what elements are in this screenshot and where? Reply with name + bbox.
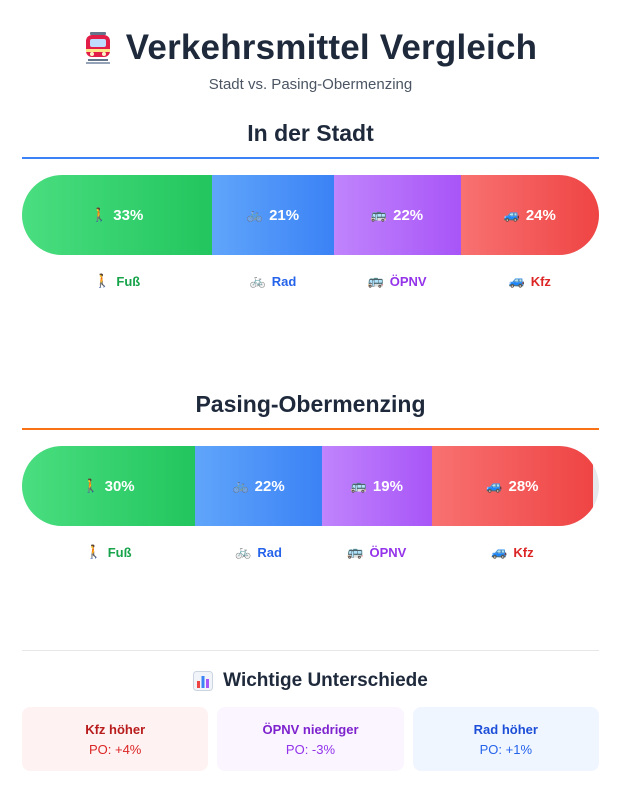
section-stadt: In der Stadt 🚶 33% 🚲 21% 🚌 22% 🚙 24% 🚶 bbox=[22, 120, 599, 289]
walking-person-icon: 🚶 bbox=[82, 478, 99, 493]
differences-cards: Kfz höher PO: +4% ÖPNV niedriger PO: -3%… bbox=[22, 707, 599, 771]
card-title: Kfz höher bbox=[85, 721, 146, 737]
bar-segment-rad: 🚲 21% bbox=[212, 175, 334, 255]
bar-segment-kfz: 🚙 24% bbox=[460, 175, 599, 255]
car-icon: 🚙 bbox=[508, 273, 525, 288]
car-icon: 🚙 bbox=[503, 207, 520, 222]
bicycle-icon: 🚲 bbox=[249, 273, 266, 288]
bicycle-icon: 🚲 bbox=[235, 544, 252, 559]
difference-card-kfz: Kfz höher PO: +4% bbox=[22, 707, 209, 771]
car-icon: 🚙 bbox=[486, 478, 503, 493]
page-subtitle: Stadt vs. Pasing-Obermenzing bbox=[208, 76, 413, 93]
legend-item-fuss: 🚶 Fuß bbox=[22, 544, 195, 560]
divider bbox=[22, 650, 599, 651]
differences-title: Wichtige Unterschiede bbox=[223, 670, 428, 691]
legend-label: Rad bbox=[271, 273, 297, 289]
card-value: PO: -3% bbox=[285, 741, 336, 757]
legend-item-kfz: 🚙 Kfz bbox=[461, 273, 599, 289]
segment-value: 28% bbox=[508, 477, 539, 495]
card-title: Rad höher bbox=[473, 721, 538, 737]
walking-person-icon: 🚶 bbox=[85, 544, 102, 559]
legend-label: ÖPNV bbox=[369, 544, 407, 560]
segment-value: 21% bbox=[269, 206, 300, 224]
bus-icon: 🚌 bbox=[347, 544, 364, 559]
bar-segment-rad: 🚲 22% bbox=[195, 446, 323, 526]
walking-person-icon: 🚶 bbox=[91, 207, 108, 222]
legend-item-rad: 🚲 Rad bbox=[212, 273, 333, 289]
title-row: Verkehrsmittel Vergleich bbox=[22, 28, 599, 68]
difference-card-oepnv: ÖPNV niedriger PO: -3% bbox=[217, 707, 404, 771]
legend-label: Fuß bbox=[107, 544, 132, 560]
legend: 🚶 Fuß 🚲 Rad 🚌 ÖPNV 🚙 Kfz bbox=[22, 544, 599, 560]
segment-value: 30% bbox=[104, 477, 135, 495]
segment-value: 22% bbox=[393, 206, 424, 224]
share-bar: 🚶 33% 🚲 21% 🚌 22% 🚙 24% bbox=[22, 175, 599, 255]
segment-value: 19% bbox=[372, 477, 403, 495]
tram-icon bbox=[84, 32, 112, 64]
legend-label: ÖPNV bbox=[389, 273, 427, 289]
bar-segment-fuss: 🚶 33% bbox=[22, 175, 213, 255]
card-title: ÖPNV niedriger bbox=[262, 721, 359, 737]
bicycle-icon: 🚲 bbox=[232, 478, 249, 493]
section-pasing-obermenzing: Pasing-Obermenzing 🚶 30% 🚲 22% 🚌 19% 🚙 2… bbox=[22, 391, 599, 560]
car-icon: 🚙 bbox=[491, 544, 508, 559]
bar-segment-kfz: 🚙 28% bbox=[431, 446, 594, 526]
legend-item-rad: 🚲 Rad bbox=[195, 544, 322, 560]
bicycle-icon: 🚲 bbox=[246, 207, 264, 222]
header: Verkehrsmittel Vergleich Stadt vs. Pasin… bbox=[22, 0, 599, 93]
section-title: Pasing-Obermenzing bbox=[22, 391, 599, 430]
bar-segment-fuss: 🚶 30% bbox=[22, 446, 196, 526]
legend-item-oepnv: 🚌 ÖPNV bbox=[322, 544, 432, 560]
segment-value: 33% bbox=[113, 206, 144, 224]
share-bar: 🚶 30% 🚲 22% 🚌 19% 🚙 28% bbox=[22, 446, 599, 526]
bus-icon: 🚌 bbox=[367, 273, 384, 288]
difference-card-rad: Rad höher PO: +1% bbox=[412, 707, 599, 771]
page-title: Verkehrsmittel Vergleich bbox=[125, 28, 538, 67]
legend: 🚶 Fuß 🚲 Rad 🚌 ÖPNV 🚙 Kfz bbox=[22, 273, 599, 289]
legend-label: Kfz bbox=[530, 273, 551, 289]
segment-value: 24% bbox=[525, 206, 556, 224]
legend-label: Rad bbox=[257, 544, 282, 560]
card-value: PO: +4% bbox=[88, 741, 142, 757]
legend-label: Kfz bbox=[513, 544, 534, 560]
card-value: PO: +1% bbox=[479, 741, 533, 757]
bar-chart-icon bbox=[193, 671, 214, 691]
bus-icon: 🚌 bbox=[350, 478, 367, 493]
bus-icon: 🚌 bbox=[370, 207, 388, 222]
walking-person-icon: 🚶 bbox=[94, 273, 111, 288]
section-title: In der Stadt bbox=[22, 120, 599, 159]
legend-item-kfz: 🚙 Kfz bbox=[432, 544, 594, 560]
bar-segment-oepnv: 🚌 19% bbox=[322, 446, 432, 526]
bar-segment-oepnv: 🚌 22% bbox=[333, 175, 461, 255]
legend-item-fuss: 🚶 Fuß bbox=[22, 273, 212, 289]
differences-header: Wichtige Unterschiede bbox=[22, 670, 599, 692]
segment-value: 22% bbox=[254, 477, 285, 495]
legend-item-oepnv: 🚌 ÖPNV bbox=[334, 273, 461, 289]
legend-label: Fuß bbox=[116, 273, 141, 289]
